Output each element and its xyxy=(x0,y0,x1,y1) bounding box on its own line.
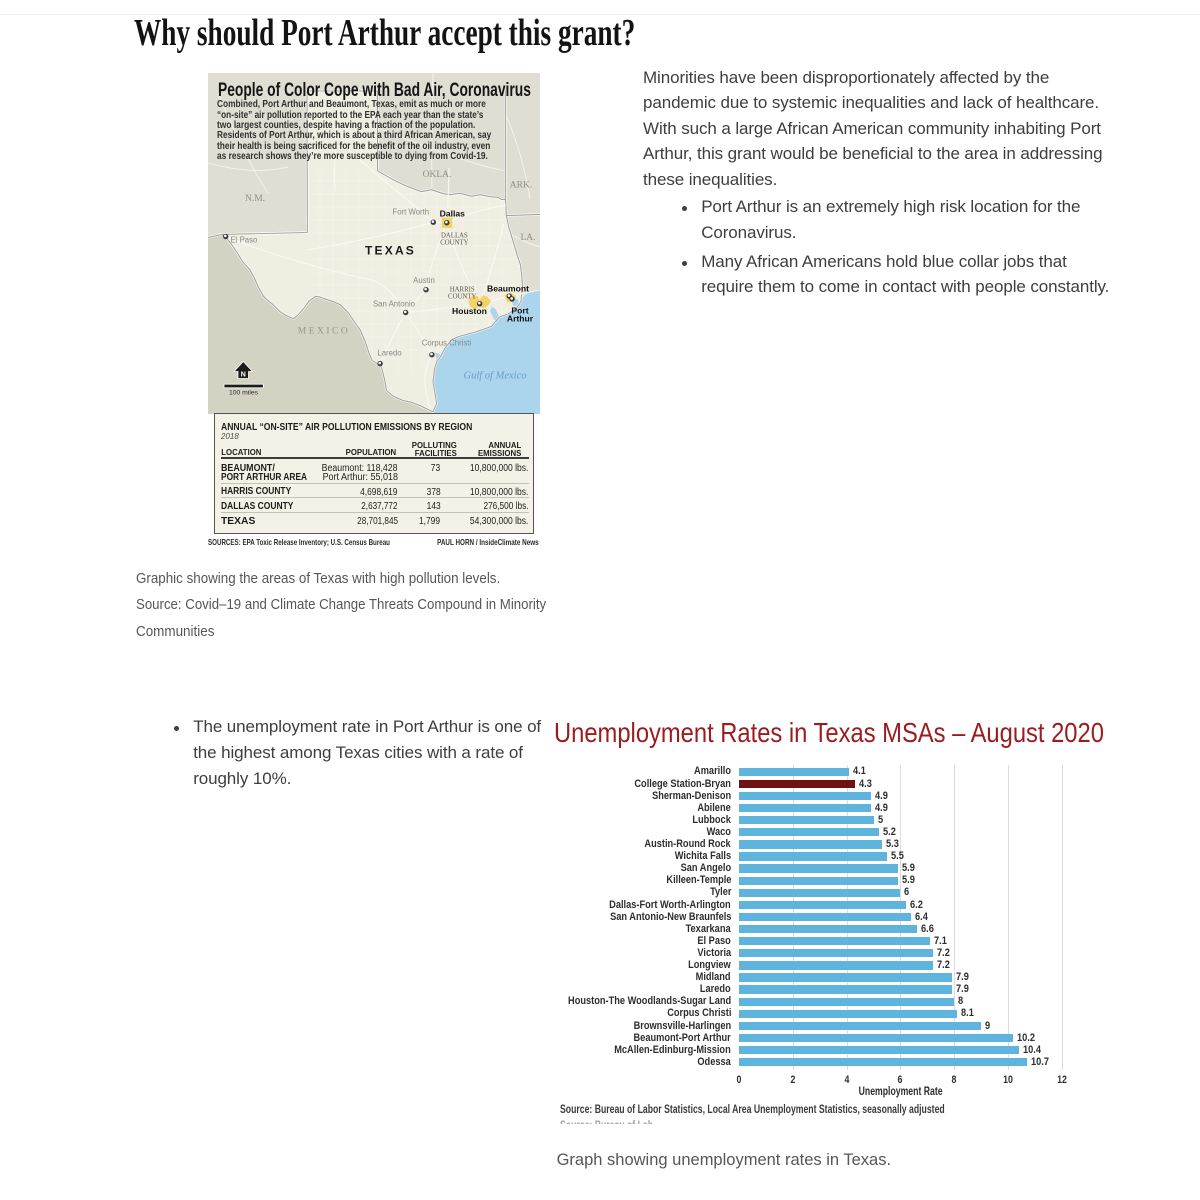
svg-text:COUNTY: COUNTY xyxy=(440,240,468,247)
svg-text:Corpus Christi: Corpus Christi xyxy=(422,339,472,348)
svg-text:Arthur: Arthur xyxy=(507,314,534,324)
svg-text:TEXAS: TEXAS xyxy=(365,244,416,258)
svg-text:100 miles: 100 miles xyxy=(229,390,259,397)
svg-text:Port: Port xyxy=(511,306,528,316)
svg-text:Laredo: Laredo xyxy=(377,349,402,358)
svg-text:N.M.: N.M. xyxy=(245,194,265,204)
svg-text:MEXICO: MEXICO xyxy=(298,327,350,337)
svg-text:San Antonio: San Antonio xyxy=(373,300,416,309)
svg-text:El Paso: El Paso xyxy=(231,236,259,245)
svg-text:HARRIS: HARRIS xyxy=(450,287,475,294)
svg-text:N: N xyxy=(241,372,246,379)
svg-text:Fort Worth: Fort Worth xyxy=(392,208,429,217)
svg-text:OKLA.: OKLA. xyxy=(423,170,452,180)
svg-text:Houston: Houston xyxy=(452,306,487,316)
svg-text:Gulf of Mexico: Gulf of Mexico xyxy=(464,371,527,382)
svg-text:Dallas: Dallas xyxy=(440,209,466,219)
svg-text:DALLAS: DALLAS xyxy=(441,233,468,240)
svg-text:Beaumont: Beaumont xyxy=(487,284,529,294)
svg-text:COUNTY: COUNTY xyxy=(448,294,476,301)
svg-text:LA.: LA. xyxy=(520,233,535,243)
svg-text:ARK.: ARK. xyxy=(510,181,532,191)
svg-text:Austin: Austin xyxy=(413,276,435,285)
